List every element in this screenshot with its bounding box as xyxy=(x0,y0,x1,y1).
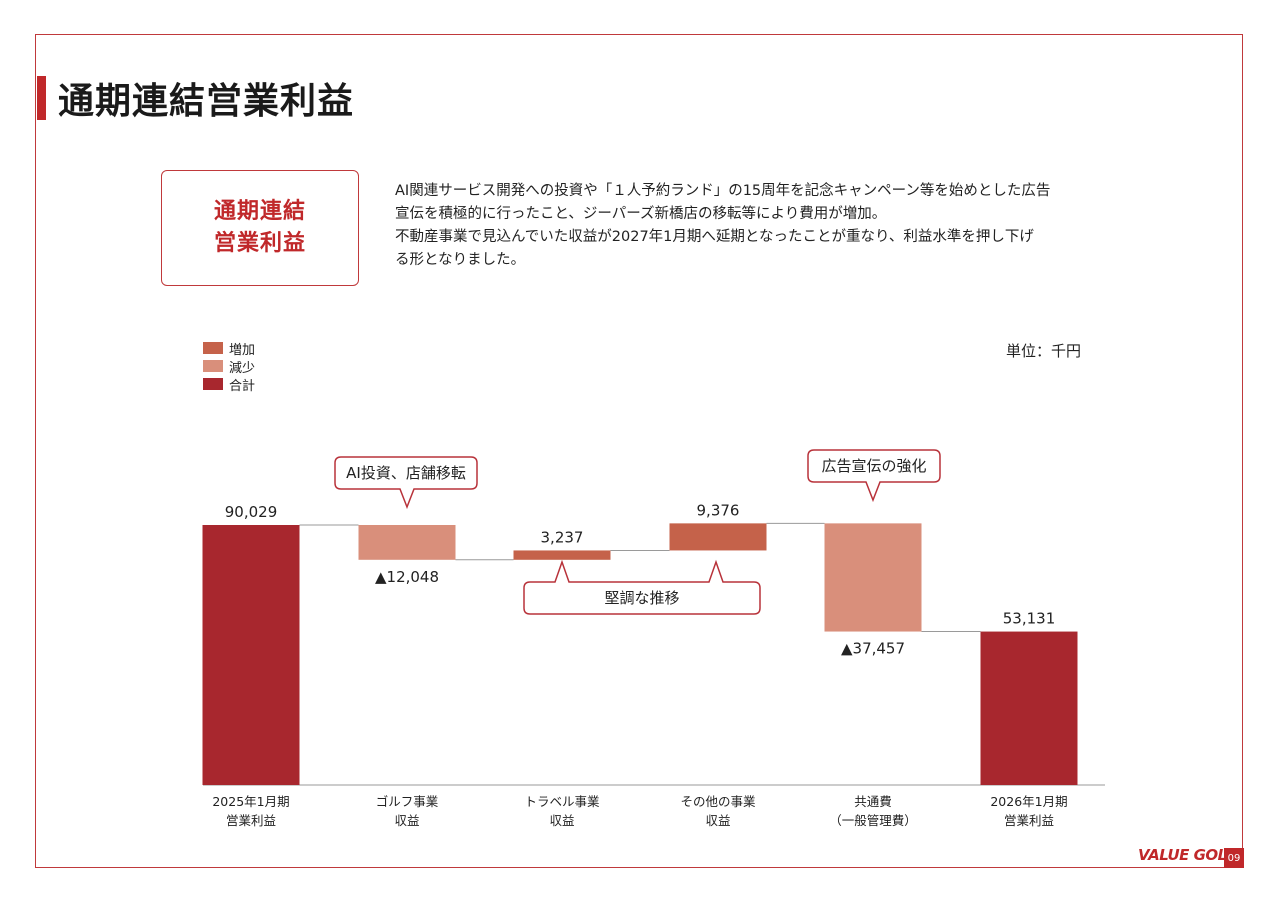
callout-bubble xyxy=(334,456,478,510)
page-number: 09 xyxy=(1224,848,1244,868)
description: AI関連サービス開発への投資や「１人予約ランド」の15周年を記念キャンペーン等を… xyxy=(395,180,1115,272)
category-label: 収益 xyxy=(705,813,730,828)
legend-swatch-total xyxy=(203,378,223,390)
unit-label: 単位：千円 xyxy=(1006,342,1082,360)
brand-logo: VALUE GOLF xyxy=(1138,846,1237,864)
summary-box: 通期連結 営業利益 xyxy=(161,170,359,286)
description-line: AI関連サービス開発への投資や「１人予約ランド」の15周年を記念キャンペーン等を… xyxy=(395,183,1051,199)
category-label: 2025年1月期 xyxy=(212,794,289,809)
category-label: トラベル事業 xyxy=(524,794,600,809)
legend-label: 増加 xyxy=(229,342,256,358)
category-label: 営業利益 xyxy=(1004,813,1054,828)
bar-decrease xyxy=(358,525,456,560)
page-frame xyxy=(35,34,1243,868)
chart-legend: 増加 減少 合計 xyxy=(203,339,256,394)
legend-swatch-increase xyxy=(203,342,223,354)
bar-decrease xyxy=(824,523,922,632)
category-label: ゴルフ事業 xyxy=(376,794,439,809)
value-label: 9,376 xyxy=(697,501,740,519)
legend-item-decrease: 減少 xyxy=(203,357,256,376)
page-title: 通期連結営業利益 xyxy=(58,81,355,122)
bar-total xyxy=(980,631,1078,785)
callout-bubble xyxy=(807,449,941,503)
description-line: る形となりました。 xyxy=(395,252,526,268)
category-label: 収益 xyxy=(549,813,574,828)
category-label: その他の事業 xyxy=(680,794,756,809)
bar-total xyxy=(202,525,300,785)
bar-increase xyxy=(513,550,611,560)
category-label: 2026年1月期 xyxy=(990,794,1067,809)
value-label: 90,029 xyxy=(225,503,278,521)
callout-text: 広告宣伝の強化 xyxy=(821,457,926,475)
description-line: 不動産事業で見込んでいた収益が2027年1月期へ延期となったことが重なり、利益水… xyxy=(395,229,1034,245)
callout: 堅調な推移 xyxy=(523,559,761,615)
legend-item-increase: 増加 xyxy=(203,339,256,358)
legend-swatch-decrease xyxy=(203,360,223,372)
callout-bubble xyxy=(523,559,761,615)
callout: AI投資、店舗移転 xyxy=(334,456,478,510)
value-label: ▲12,048 xyxy=(375,568,439,586)
bar-increase xyxy=(669,523,767,551)
description-line: 宣伝を積極的に行ったこと、ジーパーズ新橋店の移転等により費用が増加。 xyxy=(395,206,887,222)
value-label: 53,131 xyxy=(1003,610,1056,628)
summary-line-2: 営業利益 xyxy=(213,231,306,256)
legend-label: 減少 xyxy=(229,360,256,376)
callout-text: AI投資、店舗移転 xyxy=(346,464,466,482)
category-label: 収益 xyxy=(394,813,419,828)
callout: 広告宣伝の強化 xyxy=(807,449,941,503)
callout-text: 堅調な推移 xyxy=(604,589,679,607)
value-label: 3,237 xyxy=(541,528,584,546)
category-label: 営業利益 xyxy=(226,813,276,828)
category-label: （一般管理費） xyxy=(829,813,917,828)
value-label: ▲37,457 xyxy=(841,640,905,658)
category-label: 共通費 xyxy=(854,794,892,809)
legend-label: 合計 xyxy=(229,378,256,394)
legend-item-total: 合計 xyxy=(203,375,256,394)
summary-line-1: 通期連結 xyxy=(213,199,306,224)
title-accent-bar xyxy=(37,76,46,120)
